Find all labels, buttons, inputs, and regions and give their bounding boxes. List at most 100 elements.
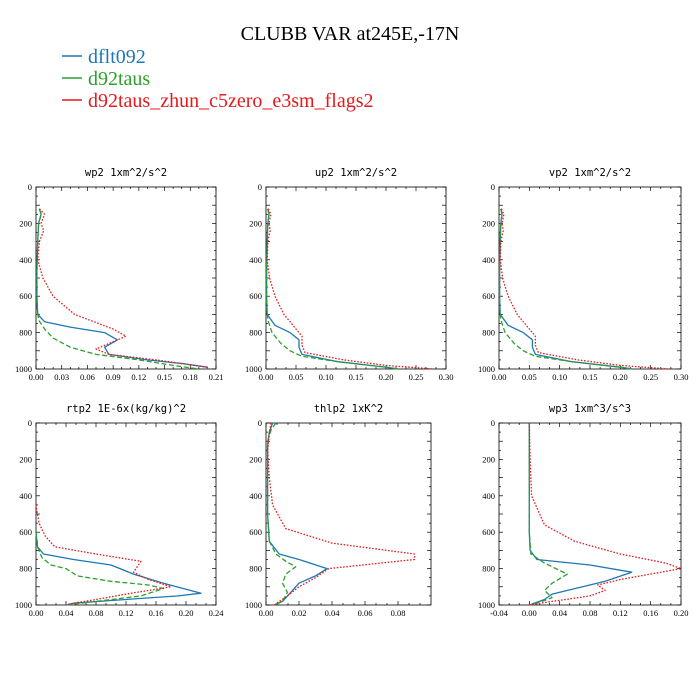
x-tick-label: 0.20 xyxy=(379,372,394,382)
series-line-d92taus_zhun_c5zero_e3sm_flags2 xyxy=(266,422,416,606)
y-tick-label: 1000 xyxy=(478,600,495,610)
x-tick-label: 0.00 xyxy=(259,608,274,618)
x-tick-label: 0.06 xyxy=(80,372,95,382)
x-tick-label: 0.15 xyxy=(349,372,364,382)
x-tick-label: 0.20 xyxy=(674,608,689,618)
x-tick-label: -0.04 xyxy=(490,608,508,618)
y-tick-label: 800 xyxy=(19,328,32,338)
y-tick-label: 400 xyxy=(249,491,262,501)
x-tick-label: 0.25 xyxy=(643,372,658,382)
y-tick-label: 600 xyxy=(482,291,495,301)
y-tick-label: 400 xyxy=(249,255,262,265)
series-line-d92taus_zhun_c5zero_e3sm_flags2 xyxy=(266,208,435,370)
x-tick-label: 0.09 xyxy=(106,372,121,382)
y-tick-label: 200 xyxy=(482,218,495,228)
x-tick-label: 0.20 xyxy=(179,608,194,618)
y-tick-label: 600 xyxy=(482,527,495,537)
x-tick-label: 0.00 xyxy=(259,372,274,382)
y-tick-label: 600 xyxy=(19,291,32,301)
x-tick-label: 0.15 xyxy=(583,372,598,382)
y-tick-label: 200 xyxy=(19,454,32,464)
x-tick-label: 0.08 xyxy=(391,608,406,618)
x-tick-label: 0.15 xyxy=(157,372,172,382)
series-line-d92taus xyxy=(528,423,568,606)
x-tick-label: 0.16 xyxy=(149,608,164,618)
legend-label-d92taus-zhun: d92taus_zhun_c5zero_e3sm_flags2 xyxy=(88,90,373,112)
y-tick-label: 800 xyxy=(482,328,495,338)
panel-title: rtp2 1E-6x(kg/kg)^2 xyxy=(66,403,186,415)
panel-4: rtp2 1E-6x(kg/kg)^2 0 200 400 600 800 10000.00… xyxy=(15,403,224,618)
x-tick-label: 0.06 xyxy=(358,608,373,618)
y-tick-label: 1000 xyxy=(15,364,32,374)
y-tick-label: 200 xyxy=(482,454,495,464)
x-tick-label: 0.00 xyxy=(29,372,44,382)
y-tick-label: 600 xyxy=(249,291,262,301)
x-tick-label: 0.30 xyxy=(439,372,454,382)
y-tick-label: 800 xyxy=(482,564,495,574)
legend-label-dflt092: dflt092 xyxy=(88,46,146,68)
y-tick-label: 1000 xyxy=(478,364,495,374)
y-tick-label: 200 xyxy=(249,218,262,228)
x-tick-label: 0.30 xyxy=(674,372,689,382)
y-tick-label: 400 xyxy=(19,491,32,501)
y-tick-label: 400 xyxy=(482,491,495,501)
series-line-dflt092 xyxy=(266,422,328,606)
x-tick-label: 0.04 xyxy=(325,608,341,618)
y-tick-label: 0 xyxy=(258,182,262,192)
x-tick-label: 0.00 xyxy=(522,608,537,618)
x-tick-label: 0.04 xyxy=(59,608,75,618)
panel-title: wp2 1xm^2/s^2 xyxy=(85,167,167,179)
y-tick-label: 1000 xyxy=(15,600,32,610)
x-tick-label: 0.18 xyxy=(183,372,198,382)
panel-6: wp3 1xm^3/s^3 0 200 400 600 800 1000-0.04 0.00 0… xyxy=(478,403,688,618)
x-tick-label: 0.10 xyxy=(552,372,567,382)
x-tick-label: 0.16 xyxy=(643,608,658,618)
y-tick-label: 0 xyxy=(28,182,32,192)
x-tick-label: 0.08 xyxy=(89,608,104,618)
x-tick-label: 0.25 xyxy=(409,372,424,382)
panel-title: thlp2 1xK^2 xyxy=(314,403,384,415)
x-tick-label: 0.24 xyxy=(209,608,225,618)
x-tick-label: 0.21 xyxy=(209,372,224,382)
x-tick-label: 0.08 xyxy=(583,608,598,618)
y-tick-label: 1000 xyxy=(245,364,262,374)
x-tick-label: 0.03 xyxy=(54,372,69,382)
series-line-d92taus xyxy=(498,208,633,370)
series-line-d92taus_zhun_c5zero_e3sm_flags2 xyxy=(37,208,209,369)
y-tick-label: 0 xyxy=(491,182,495,192)
x-tick-label: 0.05 xyxy=(522,372,537,382)
panel-title: vp2 1xm^2/s^2 xyxy=(549,167,631,179)
x-tick-label: 0.00 xyxy=(29,608,44,618)
y-tick-label: 200 xyxy=(19,218,32,228)
y-tick-label: 400 xyxy=(19,255,32,265)
y-tick-label: 800 xyxy=(249,328,262,338)
x-tick-label: 0.12 xyxy=(613,608,628,618)
y-tick-label: 1000 xyxy=(245,600,262,610)
panel-title: up2 1xm^2/s^2 xyxy=(315,167,397,179)
x-tick-label: 0.05 xyxy=(289,372,304,382)
y-tick-label: 400 xyxy=(482,255,495,265)
series-line-d92taus xyxy=(36,208,199,370)
x-tick-label: 0.10 xyxy=(319,372,334,382)
y-tick-label: 0 xyxy=(258,418,262,428)
y-tick-label: 0 xyxy=(491,418,495,428)
y-tick-label: 0 xyxy=(28,418,32,428)
figure-title: CLUBB VAR at245E,-17N xyxy=(241,23,460,45)
x-tick-label: 0.12 xyxy=(131,372,146,382)
series-line-d92taus xyxy=(35,532,165,606)
x-tick-label: 0.12 xyxy=(119,608,134,618)
series-line-d92taus_zhun_c5zero_e3sm_flags2 xyxy=(35,504,172,606)
y-tick-label: 200 xyxy=(249,454,262,464)
x-tick-label: 0.02 xyxy=(292,608,307,618)
series-line-d92taus_zhun_c5zero_e3sm_flags2 xyxy=(528,422,682,606)
y-tick-label: 800 xyxy=(249,564,262,574)
x-tick-label: 0.00 xyxy=(492,372,507,382)
series-line-d92taus_zhun_c5zero_e3sm_flags2 xyxy=(499,208,669,370)
